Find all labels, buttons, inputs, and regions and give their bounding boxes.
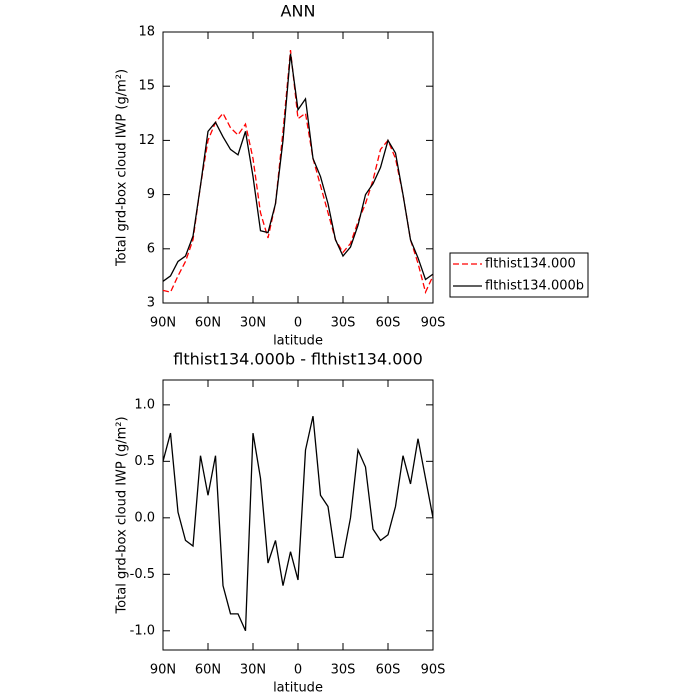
legend-box — [449, 252, 589, 298]
x-axis-label: latitude — [273, 681, 323, 696]
chart-title: ANN — [281, 2, 316, 21]
data-line — [162, 416, 434, 632]
x-tick-label: 90N — [150, 316, 176, 331]
y-tick-label: 15 — [138, 79, 155, 94]
chart-title: flthist134.000b - flthist134.000 — [173, 350, 423, 369]
data-line — [162, 53, 434, 282]
y-tick-label: -0.5 — [130, 567, 155, 582]
x-tick-label: 30S — [331, 663, 356, 678]
y-axis-label: Total grd-box cloud IWP (g/m²) — [115, 69, 130, 267]
y-tick-label: 0.5 — [134, 454, 155, 469]
legend-label: flthist134.000b — [485, 279, 584, 294]
x-tick-label: 0 — [294, 316, 302, 331]
y-axis-label: Total grd-box cloud IWP (g/m²) — [115, 416, 130, 614]
y-tick-label: 12 — [138, 133, 155, 148]
x-tick-label: 30S — [331, 316, 356, 331]
y-tick-label: 18 — [138, 25, 155, 40]
x-tick-label: 90N — [150, 663, 176, 678]
x-tick-label: 60S — [376, 316, 401, 331]
x-tick-label: 30N — [240, 663, 266, 678]
x-tick-label: 0 — [294, 663, 302, 678]
x-axis-label: latitude — [273, 334, 323, 349]
y-tick-label: 6 — [147, 241, 155, 256]
y-tick-label: 3 — [147, 296, 155, 311]
x-tick-label: 60N — [195, 316, 221, 331]
x-tick-label: 60S — [376, 663, 401, 678]
data-line — [162, 49, 434, 295]
y-tick-label: 1.0 — [134, 397, 155, 412]
x-tick-label: 90S — [421, 316, 446, 331]
x-tick-label: 60N — [195, 663, 221, 678]
plot-frame — [162, 379, 434, 651]
x-tick-label: 30N — [240, 316, 266, 331]
legend-label: flthist134.000 — [485, 257, 576, 272]
y-tick-label: -1.0 — [130, 623, 155, 638]
x-tick-label: 90S — [421, 663, 446, 678]
y-tick-label: 9 — [147, 187, 155, 202]
y-tick-label: 0.0 — [134, 510, 155, 525]
